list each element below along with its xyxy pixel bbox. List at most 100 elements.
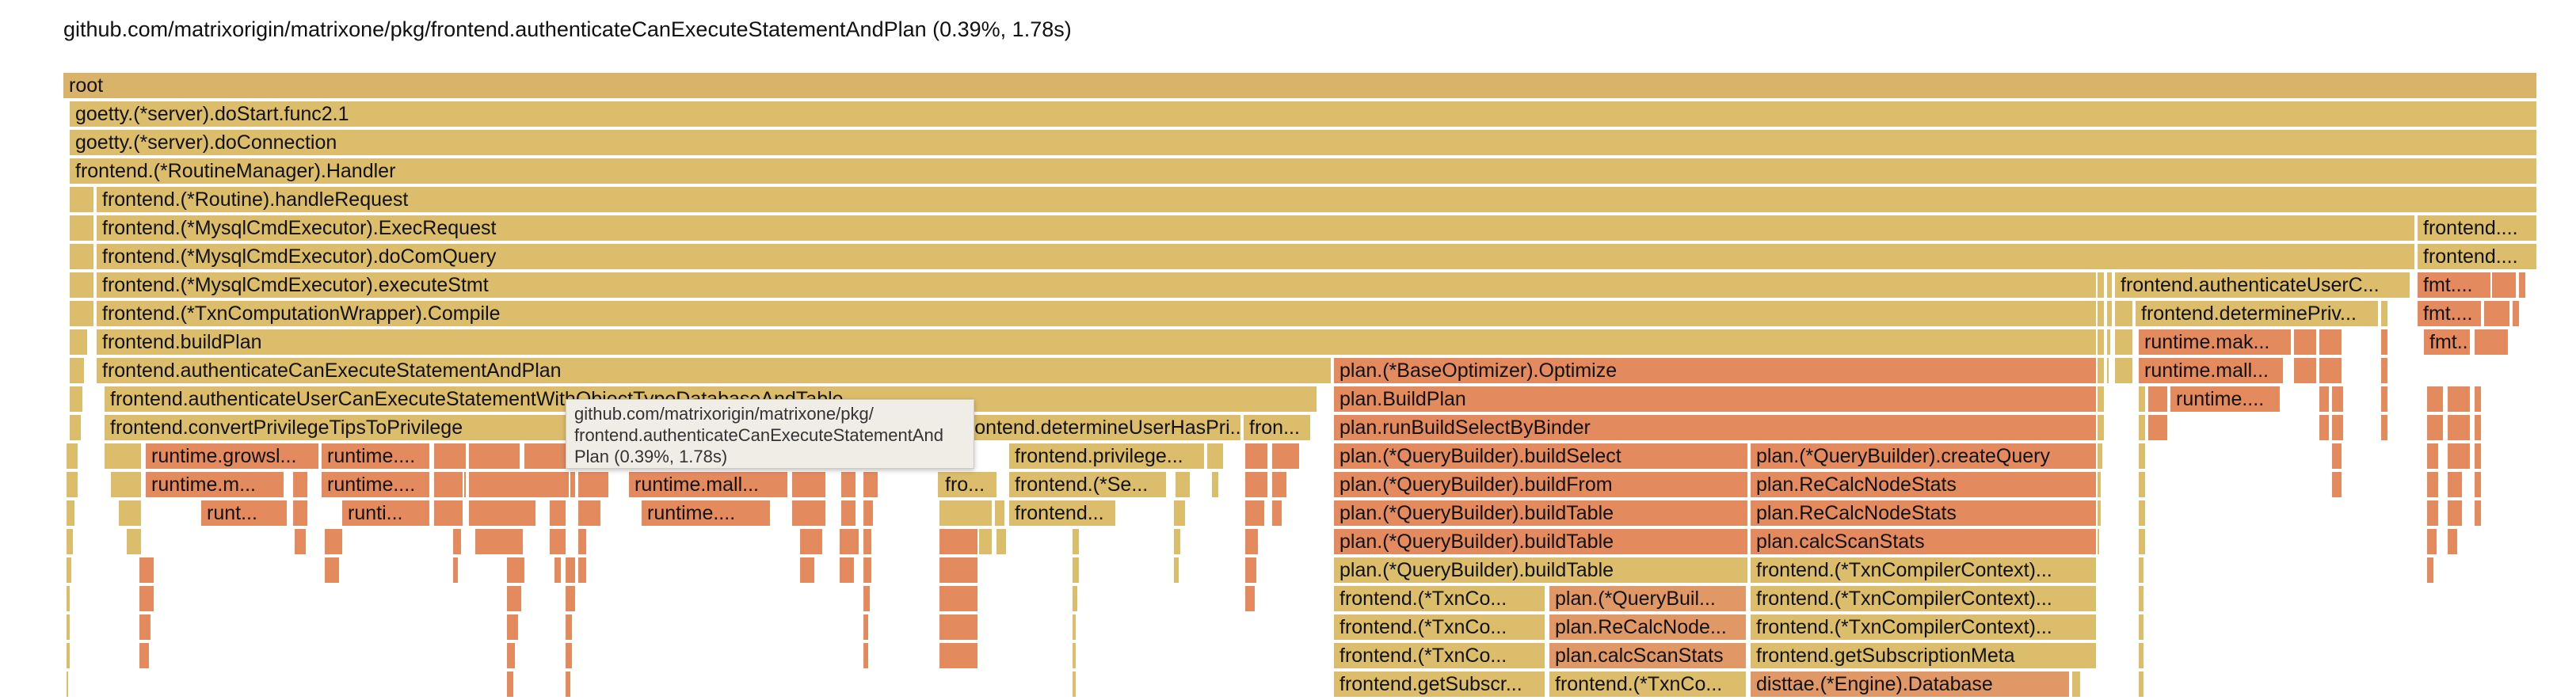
flame-frame[interactable] [792,472,827,497]
flame-frame[interactable] [139,557,155,583]
frame-frontend-txnco[interactable]: frontend.(*TxnCo... [1334,643,1546,668]
frame-runtime-m[interactable]: runtime.m... [146,472,285,497]
flame-frame[interactable] [67,671,70,697]
frame-frontend-getsubscriptionmeta[interactable]: frontend.getSubscriptionMeta [1751,643,2098,668]
flame-frame[interactable] [2115,329,2134,355]
flame-frame[interactable] [1245,557,1258,583]
flame-frame[interactable] [1073,671,1077,697]
frame-frontend[interactable]: frontend.... [2418,244,2538,269]
flame-frame[interactable] [507,643,516,668]
flame-frame[interactable] [2427,443,2440,469]
flame-frame[interactable] [800,529,824,554]
frame-plan-calcscanstats[interactable]: plan.calcScanStats [1751,529,2098,554]
flame-frame[interactable] [2319,386,2330,412]
flame-frame[interactable] [2139,386,2147,412]
flame-frame[interactable] [70,358,86,383]
flame-frame[interactable] [1214,443,1225,469]
flame-frame[interactable] [840,557,855,583]
flame-frame[interactable] [2107,272,2113,298]
flame-frame[interactable] [1174,557,1180,583]
frame-fron[interactable]: fron... [1244,415,1312,440]
flame-frame[interactable] [841,500,857,526]
flame-frame[interactable] [995,500,1006,526]
frame-frontend-mysqlcmdexecutor-executestmt[interactable]: frontend.(*MysqlCmdExecutor).executeStmt [97,272,2098,298]
flame-frame[interactable] [2475,386,2483,412]
flame-frame[interactable] [1245,472,1269,497]
flame-frame[interactable] [496,529,524,554]
flame-frame[interactable] [2513,301,2521,326]
flame-frame[interactable] [67,586,71,611]
flame-frame[interactable] [70,187,95,212]
flame-frame[interactable] [2448,415,2471,440]
flame-frame[interactable] [2098,529,2101,554]
flame-frame[interactable] [1245,529,1259,554]
flame-frame[interactable] [2332,415,2345,440]
flame-frame[interactable] [1245,500,1266,526]
flame-frame[interactable] [863,500,875,526]
flame-frame[interactable] [1245,586,1256,611]
flame-frame[interactable] [800,557,816,583]
flame-frame[interactable] [2098,358,2105,383]
flame-frame[interactable] [2484,301,2511,326]
flame-frame[interactable] [2115,301,2134,326]
flame-frame[interactable] [70,215,95,241]
flame-frame[interactable] [2139,443,2147,469]
flame-frame[interactable] [841,472,857,497]
flame-frame[interactable] [453,557,459,583]
flame-frame[interactable] [2139,671,2145,697]
flame-frame[interactable] [507,671,515,697]
flame-frame[interactable] [939,586,979,611]
flame-frame[interactable] [996,529,1008,554]
frame-runtime[interactable]: runtime.... [642,500,772,526]
frame-runtime-mak[interactable]: runtime.mak... [2139,329,2292,355]
flame-frame[interactable] [139,643,151,668]
flame-frame[interactable] [2148,386,2169,412]
flame-frame[interactable] [2427,386,2445,412]
flame-frame[interactable] [939,500,993,526]
flame-frame[interactable] [139,586,155,611]
flame-frame[interactable] [939,529,979,554]
frame-runtime-growsl[interactable]: runtime.growsl... [146,443,320,469]
flame-frame[interactable] [507,586,523,611]
flame-frame[interactable] [863,557,873,583]
flame-frame[interactable] [2475,415,2483,440]
flame-frame[interactable] [566,671,572,697]
flame-frame[interactable] [2107,358,2110,383]
flame-frame[interactable] [2319,329,2343,355]
frame-goetty-server-dostart-func2-1[interactable]: goetty.(*server).doStart.func2.1 [70,101,2538,127]
flame-frame[interactable] [2139,557,2145,583]
flame-frame[interactable] [2294,329,2318,355]
flame-frame[interactable] [566,614,574,640]
flame-frame[interactable] [863,614,870,640]
flame-frame[interactable] [2381,358,2389,383]
flame-frame[interactable] [2115,358,2134,383]
flame-frame[interactable] [2098,386,2105,412]
flame-frame[interactable] [2448,472,2464,497]
flame-frame[interactable] [70,272,95,298]
flame-frame[interactable] [2098,500,2102,526]
flame-frame[interactable] [1212,472,1220,497]
flame-frame[interactable] [2475,500,2483,526]
flame-frame[interactable] [1073,614,1077,640]
frame-fmt[interactable]: fmt... [2424,329,2471,355]
flame-frame[interactable] [2427,529,2438,554]
flame-frame[interactable] [2139,415,2147,440]
flame-frame[interactable] [2139,614,2145,640]
flame-frame[interactable] [566,643,574,668]
frame-root[interactable]: root [63,73,2538,98]
frame-frontend-mysqlcmdexecutor-docomquery[interactable]: frontend.(*MysqlCmdExecutor).doComQuery [97,244,2416,269]
frame-plan-buildplan[interactable]: plan.BuildPlan [1334,386,2098,412]
flame-frame[interactable] [67,443,79,469]
flame-frame[interactable] [1073,557,1080,583]
frame-frontend-determineuserhaspri[interactable]: frontend.determineUserHasPri... [957,415,1242,440]
flame-frame[interactable] [70,386,84,412]
flame-frame[interactable] [566,557,577,583]
flame-frame[interactable] [293,500,309,526]
flame-frame[interactable] [1174,529,1182,554]
flame-frame[interactable] [559,529,567,554]
flame-frame[interactable] [2148,415,2169,440]
flame-frame[interactable] [2492,272,2517,298]
frame-frontend-txncompilercontext[interactable]: frontend.(*TxnCompilerContext)... [1751,586,2098,611]
flame-frame[interactable] [325,557,341,583]
flame-frame[interactable] [1272,443,1301,469]
